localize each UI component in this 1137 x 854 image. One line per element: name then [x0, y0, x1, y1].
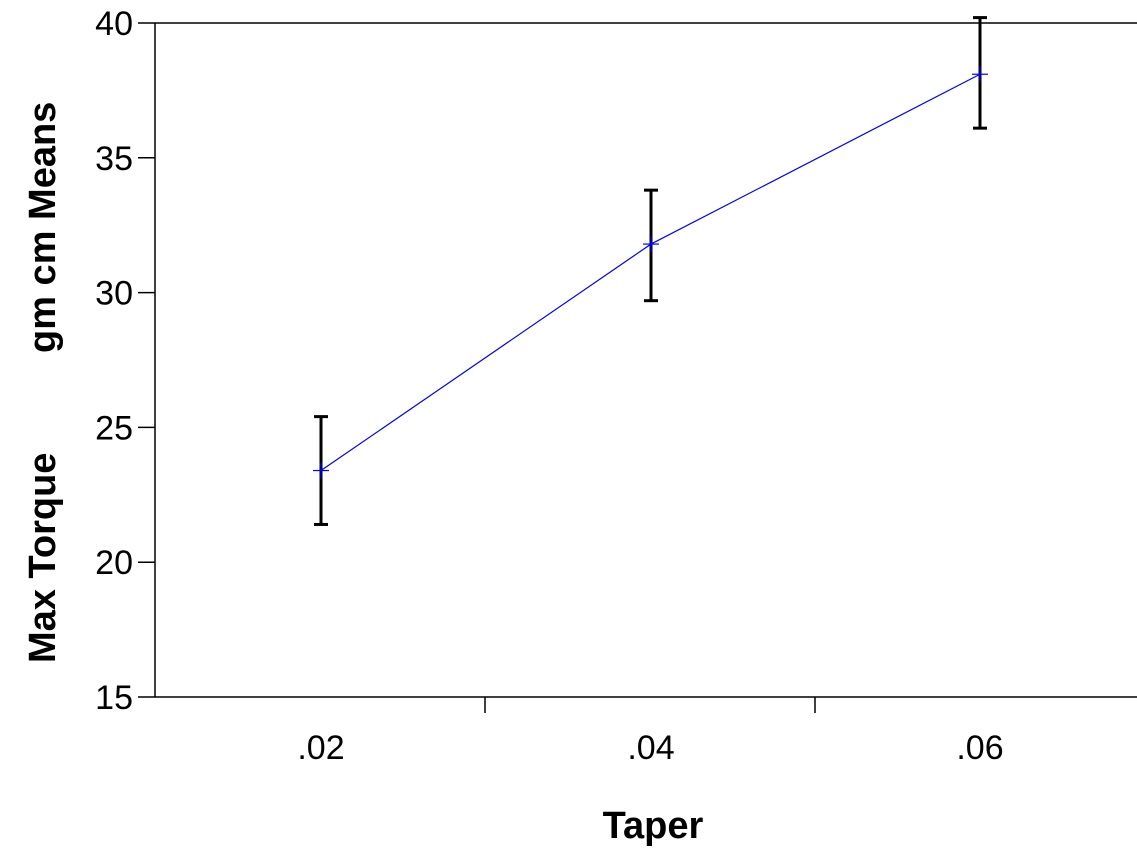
y-tick-label: 40 [95, 5, 133, 43]
y-axis-title-part1: Max Torque [22, 453, 64, 663]
error-bars [314, 16, 987, 526]
y-tick-label: 35 [95, 140, 133, 178]
y-axis-title: Max Torque gm cm Means [22, 102, 64, 663]
y-axis: 15 20 25 30 35 40 [95, 5, 155, 717]
x-axis: .02 .04 .06 [297, 697, 1004, 767]
plot-frame [154, 22, 1137, 698]
data-point [313, 462, 329, 479]
x-axis-title: Taper [603, 805, 704, 847]
x-tick-label: .02 [297, 729, 344, 767]
x-tick-label: .06 [956, 729, 1003, 767]
y-tick-label: 20 [95, 544, 133, 582]
x-tick-label: .04 [627, 729, 674, 767]
data-point [972, 66, 988, 83]
series-layer [313, 66, 988, 479]
y-tick-label: 25 [95, 409, 133, 447]
data-point [643, 236, 659, 253]
y-tick-label: 30 [95, 275, 133, 313]
y-tick-label: 15 [95, 679, 133, 717]
y-axis-title-part2: gm cm Means [22, 102, 64, 353]
